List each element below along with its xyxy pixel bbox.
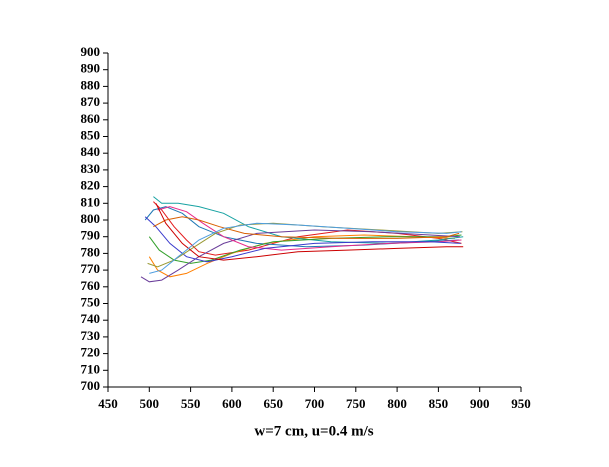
y-tick-label: 890 [81, 61, 101, 76]
x-tick-label: 500 [140, 396, 160, 411]
y-tick-label: 760 [81, 278, 101, 293]
y-tick-label: 710 [81, 361, 101, 376]
y-tick-label: 790 [81, 228, 101, 243]
y-tick-label: 780 [81, 244, 101, 259]
x-tick-label: 750 [346, 396, 366, 411]
x-axis-label: w=7 cm, u=0.4 m/s [254, 423, 373, 439]
series-line [144, 216, 461, 263]
y-tick-label: 810 [81, 194, 101, 209]
series-line [153, 196, 464, 244]
y-tick-label: 770 [81, 261, 101, 276]
y-tick-label: 840 [81, 144, 101, 159]
series-line [149, 222, 462, 274]
x-tick-label: 900 [470, 396, 490, 411]
y-tick-label: 860 [81, 111, 101, 126]
series-line [140, 229, 460, 283]
y-tick-label: 880 [81, 77, 101, 92]
x-tick-label: 800 [387, 396, 407, 411]
x-tick-label: 950 [511, 396, 531, 411]
x-tick-label: 600 [222, 396, 242, 411]
y-tick-label: 800 [81, 211, 101, 226]
y-tick-label: 750 [81, 294, 101, 309]
y-tick-label: 850 [81, 127, 101, 142]
y-tick-label: 740 [81, 311, 101, 326]
y-tick-label: 730 [81, 328, 101, 343]
x-tick-label: 550 [181, 396, 201, 411]
series-line [153, 216, 460, 239]
x-tick-label: 700 [305, 396, 325, 411]
y-tick-label: 700 [81, 378, 101, 393]
series-line [155, 203, 464, 261]
series-line [147, 222, 463, 268]
y-tick-label: 900 [81, 44, 101, 59]
series-line [157, 206, 462, 251]
y-tick-label: 720 [81, 345, 101, 360]
y-tick-label: 830 [81, 161, 101, 176]
y-tick-label: 870 [81, 94, 101, 109]
x-tick-label: 850 [429, 396, 449, 411]
x-tick-label: 650 [263, 396, 283, 411]
series-line [148, 234, 462, 264]
y-tick-label: 820 [81, 178, 101, 193]
x-tick-label: 450 [98, 396, 118, 411]
